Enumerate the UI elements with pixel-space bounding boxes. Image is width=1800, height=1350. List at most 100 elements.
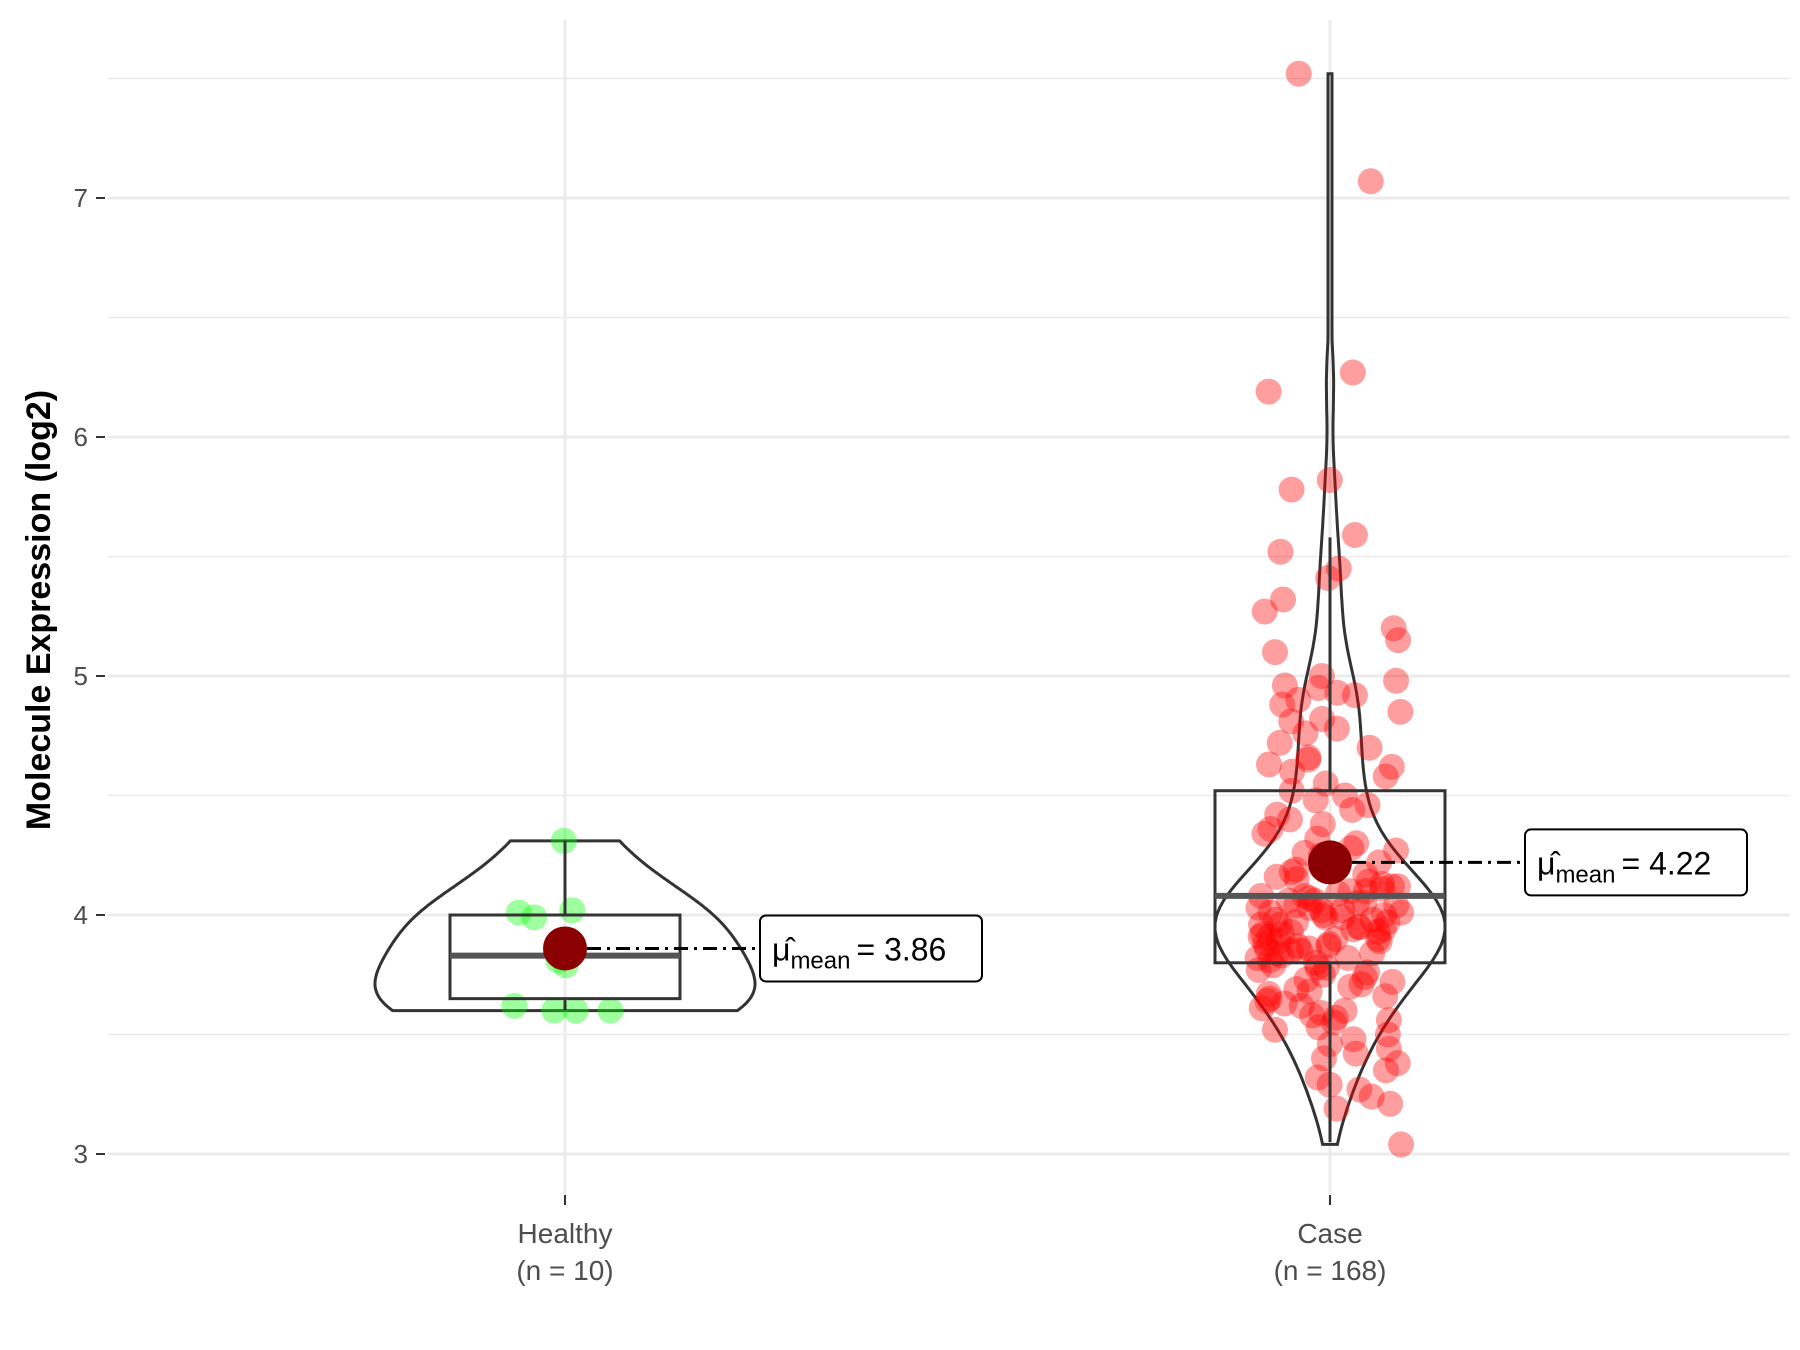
data-point <box>1385 627 1412 654</box>
data-point <box>1379 968 1406 995</box>
data-point <box>1279 758 1306 785</box>
data-point <box>1271 990 1298 1017</box>
data-point <box>1384 1050 1411 1077</box>
data-point <box>1325 555 1352 582</box>
data-point <box>1356 734 1383 761</box>
data-point <box>1254 988 1281 1015</box>
data-point <box>1368 870 1395 897</box>
data-point <box>1266 729 1293 756</box>
data-point <box>1340 916 1367 943</box>
data-point <box>1323 1095 1350 1122</box>
data-point <box>1308 999 1335 1026</box>
data-point <box>1249 921 1276 948</box>
data-point <box>1257 815 1284 842</box>
data-point <box>1352 861 1379 888</box>
data-point <box>1351 964 1378 991</box>
data-point <box>1253 935 1280 962</box>
mean-subscript: mean <box>790 947 850 974</box>
data-point <box>1322 925 1349 952</box>
data-point <box>562 997 589 1024</box>
mean-point <box>543 926 587 971</box>
data-point <box>1372 983 1399 1010</box>
data-point <box>1355 868 1382 895</box>
y-tick-label: 5 <box>74 661 88 691</box>
x-tick-count-healthy: (n = 10) <box>516 1255 613 1286</box>
mean-subscript: mean <box>1555 861 1615 888</box>
data-point <box>1270 586 1297 613</box>
data-point <box>1276 806 1303 833</box>
data-point <box>541 997 568 1024</box>
data-point <box>1329 904 1356 931</box>
data-point <box>1370 902 1397 928</box>
grid-layer <box>108 20 1790 1205</box>
data-point <box>1346 1076 1373 1103</box>
data-point <box>1378 753 1405 780</box>
data-point <box>1321 1009 1348 1036</box>
data-point <box>1302 787 1329 814</box>
mean-point <box>1308 840 1352 885</box>
mean-value: = 4.22 <box>1621 845 1711 881</box>
data-point <box>1388 1131 1415 1158</box>
data-point <box>1308 897 1335 924</box>
y-tick-label: 4 <box>74 900 88 930</box>
data-point <box>1340 1026 1367 1053</box>
data-point <box>1366 849 1393 876</box>
data-point <box>1248 995 1275 1022</box>
data-point <box>521 904 548 931</box>
data-point <box>1383 892 1410 919</box>
data-point <box>1315 565 1342 592</box>
data-point <box>1341 682 1368 709</box>
data-point <box>1296 935 1323 962</box>
data-point <box>1256 985 1283 1012</box>
data-point <box>1288 992 1315 1019</box>
data-point <box>1248 911 1275 938</box>
box-iqr <box>1213 789 1447 965</box>
x-tick-label-healthy: Healthy <box>518 1218 613 1249</box>
data-point <box>1315 933 1342 960</box>
data-point <box>1374 1021 1401 1048</box>
data-point <box>1257 947 1284 974</box>
data-point <box>1262 639 1289 666</box>
data-point <box>1342 1040 1369 1067</box>
y-tick-label: 6 <box>74 422 88 452</box>
y-tick-label: 7 <box>74 183 88 213</box>
data-point <box>1255 980 1282 1007</box>
data-point <box>1357 168 1384 195</box>
data-point <box>1261 1016 1288 1043</box>
mean-label-box <box>759 914 983 983</box>
data-point <box>1359 940 1386 967</box>
data-point <box>1269 691 1296 718</box>
mean-layer: μ̂mean = 3.86 μ̂mean = 4.22 <box>543 828 1748 983</box>
data-point <box>1343 830 1370 857</box>
data-point <box>1263 863 1290 890</box>
x-tick-label-case: Case <box>1297 1218 1362 1249</box>
data-point <box>1383 667 1410 694</box>
mean-label-box <box>1524 828 1748 897</box>
data-point <box>1331 997 1358 1024</box>
data-point <box>1278 858 1305 885</box>
y-axis-title: Molecule Expression (log2) <box>20 390 58 830</box>
data-point <box>1296 894 1323 921</box>
data-point <box>1266 911 1293 938</box>
data-point <box>1387 698 1414 725</box>
data-point <box>1334 945 1361 972</box>
data-point <box>1271 672 1298 699</box>
axis-layer: 3 4 5 6 7 Healthy (n = 10) Case (n = 168) <box>74 183 1387 1286</box>
data-point <box>1337 973 1364 1000</box>
data-point <box>1309 811 1336 838</box>
data-point <box>1375 1035 1402 1062</box>
data-point <box>1364 925 1391 952</box>
data-point <box>1283 892 1310 919</box>
violin-case <box>1213 72 1447 1146</box>
data-point <box>1388 899 1415 926</box>
data-point <box>1299 1002 1326 1029</box>
point-layer <box>501 60 1415 1158</box>
data-point <box>1287 937 1314 964</box>
data-point <box>1252 930 1279 957</box>
data-point <box>559 897 586 924</box>
data-point <box>1277 937 1304 964</box>
data-point <box>1341 521 1368 548</box>
data-point <box>1358 1083 1385 1110</box>
data-point <box>1375 1007 1402 1034</box>
